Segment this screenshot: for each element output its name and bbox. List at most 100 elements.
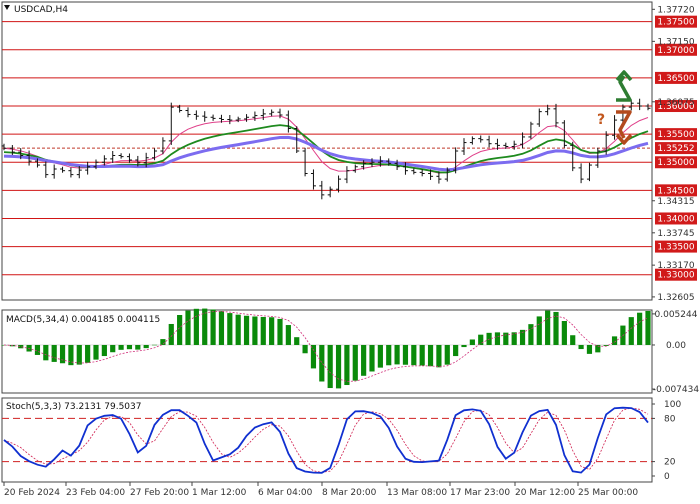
y-tick-label: 1.32605 <box>657 293 694 303</box>
macd-bar <box>118 344 124 350</box>
x-tick-label: 1 Mar 12:00 <box>192 488 247 498</box>
price-level-tag <box>655 43 697 56</box>
macd-bar <box>93 344 99 360</box>
macd-bar <box>135 344 141 350</box>
ma-line-0 <box>3 115 649 174</box>
macd-bar <box>110 344 116 353</box>
x-tick-label: 17 Mar 23:00 <box>450 488 510 498</box>
price-level-label: 1.36000 <box>657 102 694 112</box>
forecast-question-mark: ? <box>597 112 605 128</box>
macd-bar <box>570 335 576 345</box>
macd-bar <box>260 316 266 345</box>
y-tick-label: 1.33170 <box>657 261 694 271</box>
macd-bar <box>427 344 434 367</box>
macd-bar <box>478 334 484 345</box>
macd-bar <box>419 344 425 366</box>
macd-bar <box>361 344 367 376</box>
macd-bar <box>285 325 291 345</box>
macd-bar <box>586 344 593 354</box>
macd-bar <box>519 329 526 345</box>
macd-bar <box>160 339 166 345</box>
x-tick-label: 20 Feb 2024 <box>4 488 60 498</box>
stoch-title: Stoch(5,3,3) 73.2131 79.5037 <box>6 402 141 412</box>
price-level-label: 1.35500 <box>657 130 694 140</box>
macd-bar <box>578 344 584 350</box>
macd-bar <box>210 309 216 345</box>
macd-tick-label: 0.005244 <box>655 310 698 320</box>
stoch-tick-label: 100 <box>664 400 681 410</box>
x-tick-label: 6 Mar 04:00 <box>258 488 313 498</box>
macd-bar <box>302 344 308 354</box>
macd-bar <box>461 344 467 348</box>
macd-bar <box>528 324 534 345</box>
macd-bar <box>43 344 49 361</box>
macd-bar <box>628 317 634 345</box>
macd-bar <box>444 344 450 365</box>
macd-bar <box>227 313 233 345</box>
macd-bar <box>185 310 191 345</box>
symbol-marker <box>4 5 10 10</box>
stoch-tick-label: 0 <box>664 472 670 482</box>
macd-bar <box>51 344 57 362</box>
macd-bar <box>252 316 258 345</box>
macd-bar <box>59 344 66 364</box>
forecast-down-arrow <box>616 110 632 139</box>
price-level-label: 1.33000 <box>657 271 694 281</box>
price-level-tag <box>655 212 697 225</box>
macd-bar <box>561 321 567 345</box>
macd-bar <box>193 308 199 345</box>
macd-bar <box>503 332 509 345</box>
y-tick-label: 1.34315 <box>657 197 694 207</box>
macd-bar <box>143 344 149 349</box>
x-tick-label: 25 Mar 00:00 <box>578 488 638 498</box>
macd-bar <box>436 344 442 368</box>
macd-bar <box>68 344 74 366</box>
macd-bar <box>545 310 551 345</box>
symbol-title: USDCAD,H4 <box>14 5 68 15</box>
pane-frame-1 <box>1 309 653 394</box>
price-level-label: 1.36500 <box>657 74 694 84</box>
price-level-tag <box>655 268 697 281</box>
forecast-up-arrowhead <box>615 70 633 82</box>
macd-bar <box>377 344 383 368</box>
macd-bar <box>277 318 283 345</box>
macd-bar <box>402 344 409 365</box>
price-level-tag <box>655 71 697 84</box>
y-tick-label: 1.37720 <box>657 5 694 15</box>
x-tick-label: 20 Mar 12:00 <box>515 488 575 498</box>
stoch-main-line <box>3 406 649 474</box>
price-level-tag <box>655 100 697 113</box>
macd-bar <box>235 314 241 345</box>
price-level-label: 1.37500 <box>657 18 694 28</box>
macd-bar <box>386 344 392 366</box>
macd-bar <box>76 344 82 365</box>
price-level-tag <box>655 15 697 28</box>
macd-bar <box>202 308 208 345</box>
price-level-label: 1.37000 <box>657 46 694 56</box>
y-tick-label: 1.36075 <box>657 98 694 108</box>
forecast-up-arrow <box>616 75 632 102</box>
macd-bar <box>511 332 517 345</box>
macd-bar <box>536 316 542 345</box>
macd-bar <box>269 317 275 345</box>
forecast-down-arrowhead <box>615 133 633 145</box>
y-tick-label: 1.33745 <box>657 229 694 239</box>
price-level-tag <box>655 128 697 141</box>
macd-bar <box>494 332 501 345</box>
macd-bar <box>34 344 41 355</box>
pane-frame-0 <box>1 1 653 301</box>
macd-bar <box>411 344 417 366</box>
stoch-tick-label: 20 <box>664 458 676 468</box>
macd-bar <box>151 344 158 346</box>
macd-bar <box>327 344 333 389</box>
ma-line-2 <box>3 135 649 172</box>
price-level-tag <box>655 240 697 253</box>
price-level-tag <box>655 184 697 197</box>
x-tick-label: 27 Feb 20:00 <box>130 488 189 498</box>
macd-bar <box>310 344 317 369</box>
macd-tick-label: -0.007434 <box>653 385 699 395</box>
stoch-tick-label: 80 <box>664 414 676 424</box>
macd-bar <box>453 344 459 357</box>
macd-bar <box>553 311 559 345</box>
